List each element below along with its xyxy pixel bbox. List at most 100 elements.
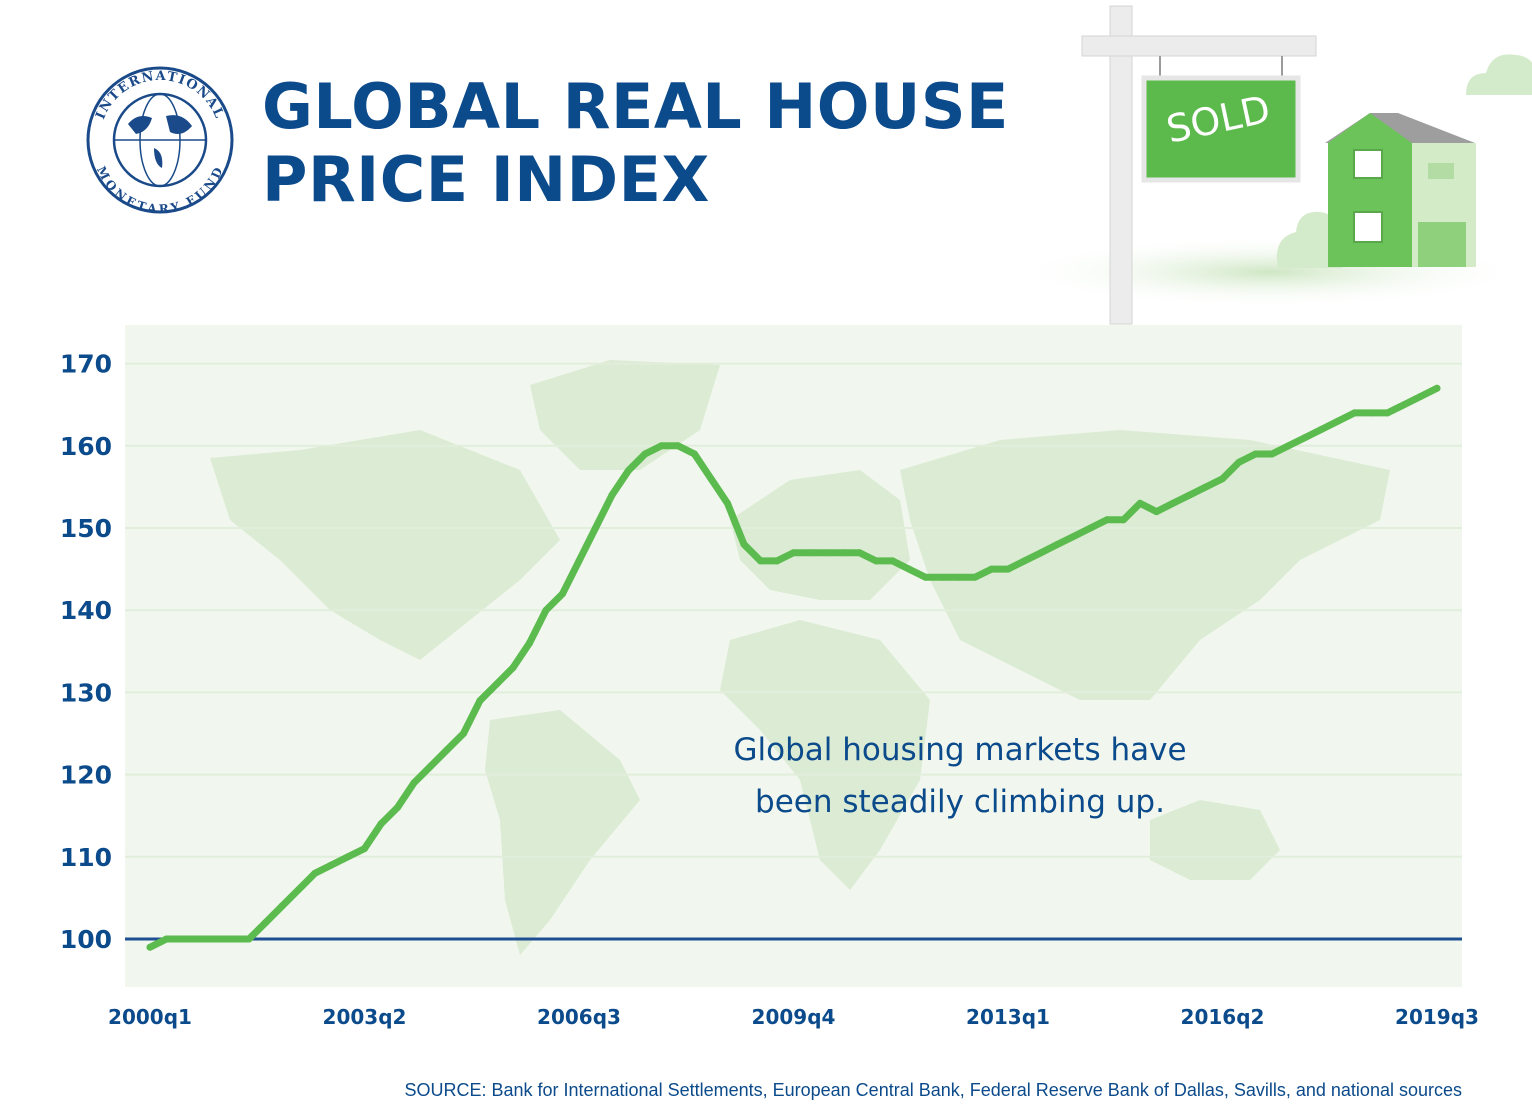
y-tick-label-150: 150 [60, 514, 112, 543]
data-point-2010q4 [856, 549, 863, 557]
data-point-2005q2 [493, 680, 500, 688]
data-point-2013q1 [1004, 565, 1012, 573]
data-point-2016q1 [1202, 483, 1210, 491]
data-point-2007q1 [608, 491, 616, 499]
data-point-2012q4 [988, 565, 995, 573]
data-point-2019q1 [1400, 401, 1408, 409]
data-point-2006q3 [575, 557, 583, 565]
data-point-2009q3 [773, 557, 781, 565]
data-point-2017q3 [1301, 434, 1309, 442]
map-south-america [485, 710, 640, 955]
data-point-2000q3 [179, 935, 187, 943]
data-point-2016q3 [1235, 458, 1243, 466]
data-point-2014q3 [1103, 516, 1111, 524]
data-point-2001q2 [229, 935, 236, 943]
data-point-2006q2 [559, 590, 566, 598]
data-point-2013q4 [1054, 540, 1061, 548]
map-africa [720, 620, 930, 890]
data-point-2015q4 [1186, 491, 1193, 499]
x-tick-label-2009q4: 2009q4 [752, 1005, 836, 1029]
data-point-2002q2 [295, 886, 302, 894]
data-point-2001q1 [212, 935, 220, 943]
data-point-2009q2 [757, 557, 764, 565]
data-point-2007q4 [658, 442, 665, 450]
garage-door-icon [1418, 222, 1466, 267]
data-point-2015q2 [1153, 508, 1160, 516]
data-point-2004q3 [443, 746, 451, 754]
data-point-2018q4 [1384, 409, 1391, 417]
data-point-2019q2 [1417, 393, 1424, 400]
data-point-2014q4 [1120, 516, 1127, 524]
cloud-shape [1466, 54, 1532, 95]
data-point-2009q1 [740, 540, 748, 548]
data-point-2011q1 [872, 557, 880, 565]
data-point-2018q1 [1334, 417, 1342, 425]
data-point-2003q2 [361, 845, 368, 853]
data-point-2007q2 [625, 467, 632, 474]
page-title-line2: PRICE INDEX [262, 143, 710, 216]
data-point-2007q3 [641, 450, 649, 458]
map-asia [900, 430, 1390, 700]
annotation-line1: Global housing markets have [733, 732, 1186, 768]
y-tick-label-170: 170 [60, 350, 112, 379]
data-point-2000q1 [146, 943, 154, 951]
data-point-2010q1 [806, 549, 814, 557]
data-point-2014q2 [1087, 524, 1094, 532]
data-point-2009q4 [790, 549, 797, 557]
data-point-2003q4 [394, 804, 401, 811]
source-note: SOURCE: Bank for International Settlemen… [404, 1080, 1462, 1100]
data-point-2002q1 [278, 902, 286, 910]
data-point-2008q3 [707, 475, 715, 483]
bush-shape [1276, 211, 1342, 268]
page-title-line1: GLOBAL REAL HOUSE [262, 70, 1009, 143]
data-point-2011q4 [922, 573, 929, 581]
y-tick-label-160: 160 [60, 432, 112, 461]
data-point-2008q1 [674, 442, 682, 450]
data-point-2018q3 [1367, 409, 1375, 417]
y-tick-label-100: 100 [60, 925, 112, 954]
data-point-2003q1 [344, 853, 352, 861]
data-point-2002q3 [311, 869, 319, 877]
sign-arm [1081, 35, 1317, 57]
data-point-2000q4 [196, 935, 203, 943]
data-point-2017q1 [1268, 450, 1276, 458]
x-tick-label-2006q3: 2006q3 [537, 1005, 621, 1029]
data-point-2004q2 [427, 762, 434, 770]
data-point-2001q4 [262, 919, 269, 927]
window-side-icon [1428, 163, 1454, 179]
data-point-2018q2 [1351, 409, 1358, 417]
data-point-2005q4 [526, 639, 533, 647]
map-europe [730, 470, 910, 600]
data-point-2005q1 [476, 697, 484, 705]
data-point-2005q3 [509, 664, 517, 672]
sold-sign-board [1141, 75, 1301, 183]
house-gable [1328, 113, 1412, 143]
data-point-2012q1 [938, 573, 946, 581]
data-point-2017q4 [1318, 425, 1325, 433]
data-point-2011q2 [889, 557, 896, 565]
y-tick-label-110: 110 [60, 843, 112, 872]
data-point-2008q4 [724, 499, 731, 507]
data-point-2001q3 [245, 935, 253, 943]
data-point-2003q3 [377, 820, 385, 828]
data-point-2016q4 [1252, 450, 1259, 458]
data-point-2010q3 [839, 549, 847, 557]
data-point-2002q4 [328, 861, 335, 869]
data-point-2013q3 [1037, 549, 1045, 557]
annotation-line2: been steadily climbing up. [755, 784, 1165, 820]
x-tick-label-2016q2: 2016q2 [1181, 1005, 1265, 1029]
data-point-2016q2 [1219, 475, 1226, 483]
series-points [146, 384, 1441, 951]
x-axis-ticks: 2000q1 2003q2 2006q3 2009q4 2013q1 2016q2 2019… [108, 1005, 1479, 1029]
y-axis-ticks: 100 110 120 130 140 150 160 170 [60, 350, 112, 954]
x-tick-label-2003q2: 2003q2 [323, 1005, 407, 1029]
x-tick-label-2000q1: 2000q1 [108, 1005, 192, 1029]
data-point-2012q3 [971, 573, 979, 581]
data-point-2004q4 [460, 730, 467, 737]
data-point-2011q3 [905, 565, 913, 573]
page-title: GLOBAL REAL HOUSE PRICE INDEX [262, 70, 1009, 216]
data-point-2017q2 [1285, 442, 1292, 450]
map-australia [1150, 800, 1280, 880]
data-point-2019q3 [1433, 384, 1441, 392]
